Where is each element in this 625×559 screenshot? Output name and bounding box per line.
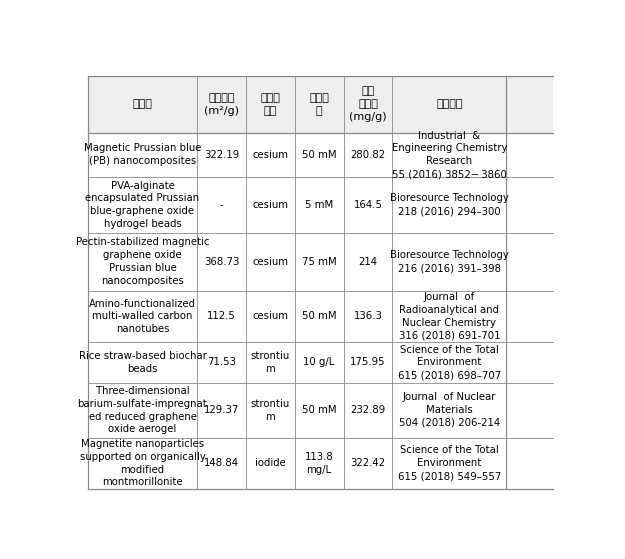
Text: PVA-alginate
encapsulated Prussian
blue-graphene oxide
hydrogel beads: PVA-alginate encapsulated Prussian blue-… bbox=[86, 181, 199, 229]
Text: Journal  of Nuclear
Materials
504 (2018) 206-214: Journal of Nuclear Materials 504 (2018) … bbox=[399, 392, 500, 428]
Text: Science of the Total
Environment
615 (2018) 549–557: Science of the Total Environment 615 (20… bbox=[398, 446, 501, 481]
Text: Amino-functionalized
multi-walled carbon
nanotubes: Amino-functionalized multi-walled carbon… bbox=[89, 299, 196, 334]
Text: strontiu
m: strontiu m bbox=[251, 399, 290, 421]
Text: cesium: cesium bbox=[253, 257, 288, 267]
Text: Magnetite nanoparticles
supported on organically
modified
montmorillonite: Magnetite nanoparticles supported on org… bbox=[79, 439, 206, 487]
Text: 50 mM: 50 mM bbox=[302, 150, 336, 160]
Text: cesium: cesium bbox=[253, 311, 288, 321]
Text: -: - bbox=[220, 200, 223, 210]
Text: 280.82: 280.82 bbox=[351, 150, 386, 160]
Text: 초기농
도: 초기농 도 bbox=[309, 93, 329, 116]
Text: 136.3: 136.3 bbox=[354, 311, 382, 321]
Text: 322.42: 322.42 bbox=[351, 458, 386, 468]
Text: 112.5: 112.5 bbox=[207, 311, 236, 321]
Text: 최대
흡착량
(mg/g): 최대 흡착량 (mg/g) bbox=[349, 87, 387, 122]
Text: 129.37: 129.37 bbox=[204, 405, 239, 415]
Text: 214: 214 bbox=[358, 257, 377, 267]
Text: Bioresource Technology
218 (2016) 294–300: Bioresource Technology 218 (2016) 294–30… bbox=[390, 193, 509, 216]
Text: 75 mM: 75 mM bbox=[302, 257, 336, 267]
Bar bbox=[88, 75, 553, 132]
Text: 368.73: 368.73 bbox=[204, 257, 239, 267]
Text: 10 g/L: 10 g/L bbox=[304, 357, 335, 367]
Text: 50 mM: 50 mM bbox=[302, 311, 336, 321]
Text: 322.19: 322.19 bbox=[204, 150, 239, 160]
Text: Bioresource Technology
216 (2016) 391–398: Bioresource Technology 216 (2016) 391–39… bbox=[390, 250, 509, 273]
Text: cesium: cesium bbox=[253, 150, 288, 160]
Text: 71.53: 71.53 bbox=[207, 357, 236, 367]
Text: 148.84: 148.84 bbox=[204, 458, 239, 468]
Text: cesium: cesium bbox=[253, 200, 288, 210]
Text: Industrial  &
Engineering Chemistry
Research
55 (2016) 3852− 3860: Industrial & Engineering Chemistry Resea… bbox=[392, 131, 507, 179]
Text: Journal  of
Radioanalytical and
Nuclear Chemistry
316 (2018) 691-701: Journal of Radioanalytical and Nuclear C… bbox=[399, 292, 500, 340]
Text: 흡착제: 흡착제 bbox=[132, 99, 152, 109]
Text: 50 mM: 50 mM bbox=[302, 405, 336, 415]
Text: 방사성
핵종: 방사성 핵종 bbox=[261, 93, 280, 116]
Text: 232.89: 232.89 bbox=[351, 405, 386, 415]
Text: 164.5: 164.5 bbox=[354, 200, 382, 210]
Text: Magnetic Prussian blue
(PB) nanocomposites: Magnetic Prussian blue (PB) nanocomposit… bbox=[84, 144, 201, 166]
Text: 175.95: 175.95 bbox=[350, 357, 386, 367]
Text: Science of the Total
Environment
615 (2018) 698–707: Science of the Total Environment 615 (20… bbox=[398, 345, 501, 380]
Text: 5 mM: 5 mM bbox=[305, 200, 333, 210]
Text: Pectin-stabilized magnetic
graphene oxide
Prussian blue
nanocomposites: Pectin-stabilized magnetic graphene oxid… bbox=[76, 238, 209, 286]
Text: 게재논문: 게재논문 bbox=[436, 99, 462, 109]
Text: iodide: iodide bbox=[255, 458, 286, 468]
Text: Three-dimensional
barium-sulfate-impregnat
ed reduced graphene
oxide aerogel: Three-dimensional barium-sulfate-impregn… bbox=[78, 386, 208, 434]
Text: Rice straw-based biochar
beads: Rice straw-based biochar beads bbox=[79, 351, 206, 374]
Text: 113.8
mg/L: 113.8 mg/L bbox=[305, 452, 334, 475]
Text: 비표면적
(m²/g): 비표면적 (m²/g) bbox=[204, 93, 239, 116]
Text: strontiu
m: strontiu m bbox=[251, 351, 290, 374]
